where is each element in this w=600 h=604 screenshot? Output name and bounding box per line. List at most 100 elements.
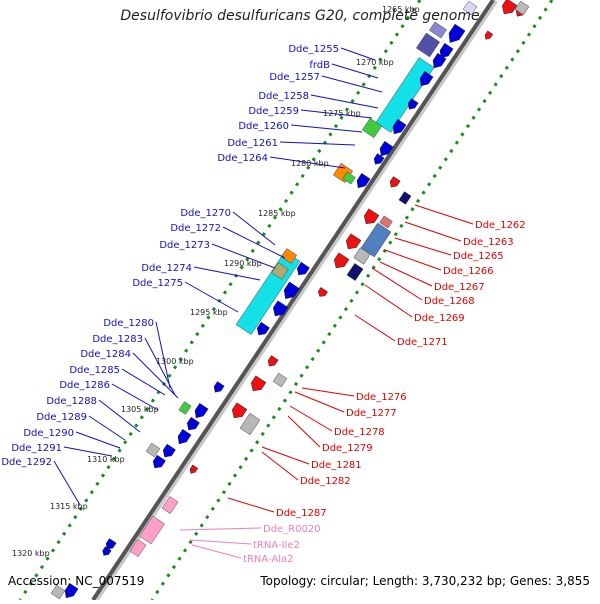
forward-cds-8 (373, 153, 385, 165)
green-block-2-shape (342, 171, 356, 185)
rna-block-1-shape (161, 496, 179, 514)
leader-Dde_1261 (279, 141, 356, 146)
green-block-1 (362, 118, 382, 138)
gene-label-Dde_1277: Dde_1277 (346, 408, 397, 419)
reverse-cds-4-shape (363, 208, 380, 225)
leader-frdB (331, 63, 379, 79)
gray-block-4 (145, 442, 161, 458)
forward-cds-10-shape (296, 261, 310, 276)
gene-label-Dde_1262: Dde_1262 (475, 220, 526, 231)
forward-cds-small (213, 381, 225, 393)
reverse-cds-10-shape (317, 287, 328, 297)
kbp-label-7: 1295 kbp (190, 308, 228, 317)
leader-tRNA-Ala2 (191, 544, 242, 559)
forward-cds-18-shape (152, 454, 166, 469)
orange-block-2 (280, 248, 298, 264)
leader-Dde_1259 (300, 109, 373, 119)
gene-label-Dde_1259: Dde_1259 (248, 106, 299, 117)
reverse-cds-11-shape (484, 30, 494, 40)
reverse-cds-4 (363, 208, 380, 225)
leader-Dde_1266 (384, 249, 442, 271)
gene-label-Dde_1275: Dde_1275 (132, 278, 183, 289)
gene-label-Dde_1284: Dde_1284 (80, 349, 131, 360)
gene-label-Dde_1263: Dde_1263 (463, 237, 514, 248)
kbp-label-3: 1275 kbp (323, 109, 361, 118)
genome-summary: Topology: circular; Length: 3,730,232 bp… (260, 574, 590, 588)
gene-label-Dde_1276: Dde_1276 (356, 392, 407, 403)
leader-Dde_1292 (53, 460, 81, 506)
leader-Dde_1272 (222, 226, 286, 259)
lavender-block-1-shape (429, 21, 447, 39)
gray-block-1-shape (514, 0, 530, 16)
reverse-cds-3-shape (389, 176, 401, 188)
leader-Dde_1263 (404, 221, 462, 242)
kbp-label-1: 1265 kbp (382, 5, 420, 14)
green-block-3 (178, 401, 192, 415)
forward-cds-14-shape (194, 403, 209, 419)
rna-block-2-shape (139, 515, 165, 545)
pale-block-1 (462, 0, 478, 16)
forward-cds-12-shape (272, 300, 289, 317)
gene-label-Dde_1267: Dde_1267 (434, 282, 485, 293)
navy-block-1 (398, 191, 412, 205)
gene-label-Dde_1271: Dde_1271 (397, 337, 448, 348)
leader-Dde_1284 (132, 352, 179, 399)
forward-cds-7-shape (379, 141, 394, 157)
leader-Dde_1276 (301, 387, 355, 397)
kbp-label-11: 1315 kbp (50, 502, 88, 511)
leader-Dde_1278 (289, 405, 333, 432)
gene-label-tRNA-Ile2: tRNA-Ile2 (253, 540, 300, 551)
gene-label-Dde_1257: Dde_1257 (269, 72, 320, 83)
green-block-3-shape (178, 401, 192, 415)
leader-Dde_1270 (232, 211, 276, 246)
leader-Dde_1286 (111, 383, 159, 411)
forward-cds-18 (152, 454, 166, 469)
cyan-block-1 (375, 57, 435, 133)
forward-cds-15-shape (186, 416, 200, 431)
gene-label-Dde_1281: Dde_1281 (311, 460, 362, 471)
leader-Dde_1281 (261, 446, 310, 465)
leader-tRNA-Ile2 (189, 539, 252, 545)
leader-Dde_1268 (371, 267, 423, 301)
forward-cds-1-shape (448, 23, 466, 43)
leader-Dde_1291 (63, 446, 113, 457)
cyan-block-1-shape (375, 57, 435, 133)
kbp-label-9: 1305 kbp (121, 405, 159, 414)
forward-cds-13-shape (256, 321, 270, 336)
forward-cds-10 (296, 261, 310, 276)
gene-label-Dde_1285: Dde_1285 (69, 365, 120, 376)
accession-label: Accession: NC_007519 (8, 574, 145, 588)
green-block-1-shape (362, 118, 382, 138)
gene-label-Dde_1255: Dde_1255 (288, 44, 339, 55)
forward-cds-5-shape (407, 98, 419, 110)
gray-block-2-shape (272, 372, 288, 388)
leader-Dde_1288 (98, 399, 141, 433)
forward-cds-small-shape (213, 381, 225, 393)
forward-cds-17-shape (162, 443, 176, 458)
navy-block-1-shape (398, 191, 412, 205)
forward-cds-1 (448, 23, 466, 43)
reverse-cds-6 (333, 252, 350, 269)
forward-cds-15 (186, 416, 200, 431)
gray-block-5 (353, 247, 371, 265)
forward-cds-bottom-shape (64, 583, 79, 599)
reverse-cds-9-shape (231, 402, 248, 419)
gene-label-Dde_1269: Dde_1269 (414, 313, 465, 324)
kbp-label-12: 1320 kbp (12, 549, 50, 558)
forward-cds-8-shape (373, 153, 385, 165)
gene-label-Dde_1290: Dde_1290 (23, 428, 74, 439)
rna-block-2 (139, 515, 165, 545)
forward-cds-7 (379, 141, 394, 157)
forward-cds-19-shape (105, 538, 117, 550)
leader-Dde_1283 (144, 337, 176, 396)
reverse-cds-7-shape (267, 355, 279, 367)
leader-Dde_1282 (261, 451, 299, 481)
leader-Dde_1264 (269, 156, 346, 169)
reverse-cds-12-shape (189, 464, 199, 474)
gene-label-Dde_1278: Dde_1278 (334, 427, 385, 438)
forward-cds-3-shape (432, 53, 447, 69)
forward-cds-2-shape (439, 43, 454, 59)
leader-Dde_1257 (321, 75, 383, 93)
forward-cds-13 (256, 321, 270, 336)
